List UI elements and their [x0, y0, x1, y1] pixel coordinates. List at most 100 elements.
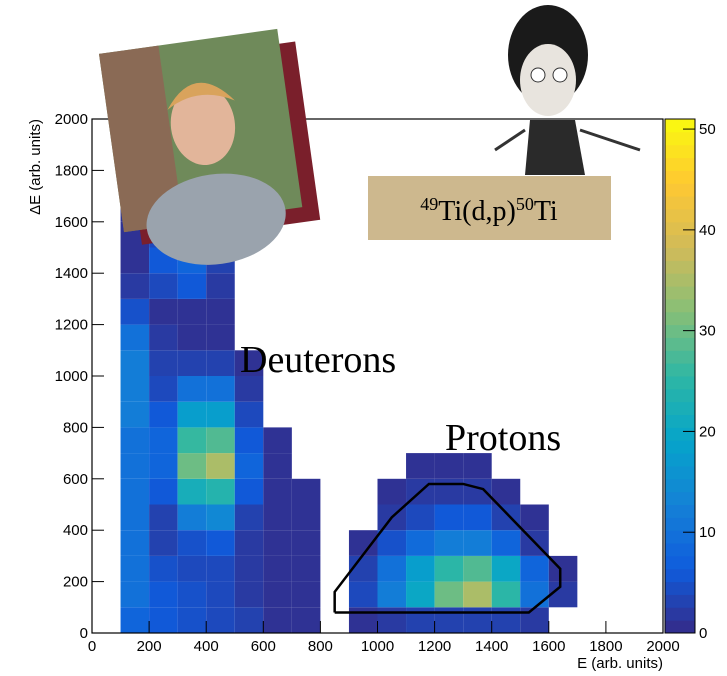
photo	[98, 28, 321, 265]
reaction-label: 49Ti(d,p)50Ti	[420, 194, 558, 227]
cell	[177, 298, 207, 325]
cell	[634, 325, 663, 351]
cell	[549, 248, 578, 274]
cell	[206, 298, 235, 325]
cell	[234, 581, 264, 608]
x-tick-label: 1800	[589, 638, 622, 655]
cell	[634, 248, 663, 274]
cell	[606, 505, 635, 531]
colorbar-step	[665, 119, 695, 133]
cell	[634, 556, 663, 582]
cell	[291, 581, 321, 608]
cell	[349, 427, 378, 453]
cell	[92, 273, 121, 299]
cell	[177, 273, 207, 299]
cell	[463, 453, 492, 479]
cell	[406, 248, 435, 274]
colorbar-step	[665, 170, 695, 184]
cell	[234, 607, 264, 633]
cell	[463, 607, 492, 633]
cell	[549, 479, 578, 505]
cell	[634, 402, 663, 428]
cell	[263, 504, 292, 531]
colorbar-tick-label: 30	[699, 323, 716, 340]
cell	[577, 453, 606, 479]
x-axis-label: E (arb. units)	[577, 655, 663, 672]
cell	[120, 478, 150, 505]
colorbar-step	[665, 414, 695, 428]
cell	[463, 325, 492, 351]
cell	[92, 350, 121, 376]
cell	[263, 299, 292, 325]
cell	[406, 299, 435, 325]
cell	[606, 402, 635, 428]
cell	[606, 427, 635, 453]
colorbar-tick-label: 0	[699, 625, 707, 642]
cell	[492, 325, 521, 351]
text: Ti	[534, 196, 558, 227]
cell	[320, 427, 349, 453]
cell	[577, 325, 606, 351]
cell	[577, 376, 606, 402]
x-tick-label: 1600	[532, 638, 565, 655]
cell	[149, 273, 178, 299]
cell	[206, 478, 235, 505]
cell	[463, 248, 492, 274]
cell	[492, 248, 521, 274]
cell	[634, 170, 663, 196]
cut-gate	[333, 482, 562, 614]
colorbar-step	[665, 581, 695, 595]
colorbar-step	[665, 183, 695, 197]
cell	[435, 273, 464, 299]
cell	[120, 530, 150, 556]
cell	[263, 427, 292, 454]
cell	[177, 504, 207, 531]
cell	[149, 504, 178, 531]
cell	[349, 145, 378, 171]
cell	[149, 607, 178, 633]
colorbar-step	[665, 273, 695, 287]
cell	[492, 273, 521, 299]
cell	[378, 248, 407, 274]
cell	[606, 248, 635, 274]
cell	[520, 299, 549, 325]
cell	[577, 299, 606, 325]
cell	[492, 376, 521, 402]
cell	[149, 427, 178, 454]
cell	[463, 273, 492, 299]
cell	[634, 196, 663, 222]
cell	[606, 376, 635, 402]
cell	[349, 119, 378, 145]
cell	[606, 299, 635, 325]
colorbar-step	[665, 196, 695, 210]
cell	[577, 530, 606, 556]
cell	[292, 222, 321, 248]
cell	[492, 119, 521, 145]
cell	[492, 299, 521, 325]
x-tick-label: 1200	[418, 638, 451, 655]
cell	[549, 376, 578, 402]
cell	[120, 401, 150, 428]
cell	[92, 222, 121, 248]
cell	[406, 325, 435, 351]
cell	[177, 530, 207, 556]
cartoon	[494, 5, 641, 175]
cell	[463, 530, 492, 556]
y-tick-label: 1800	[55, 162, 88, 179]
cell	[435, 325, 464, 351]
cell	[120, 350, 150, 376]
cell	[435, 119, 464, 145]
superscript: 49	[420, 194, 438, 214]
cell	[378, 453, 407, 479]
cell	[434, 504, 464, 531]
cell	[92, 299, 121, 325]
cell	[206, 350, 235, 376]
cell	[120, 607, 150, 633]
cell	[320, 196, 349, 222]
cell	[406, 402, 435, 428]
cell	[377, 581, 407, 608]
colorbar-step	[665, 594, 695, 608]
cell	[120, 504, 150, 531]
cell	[92, 582, 121, 608]
cell	[606, 273, 635, 299]
